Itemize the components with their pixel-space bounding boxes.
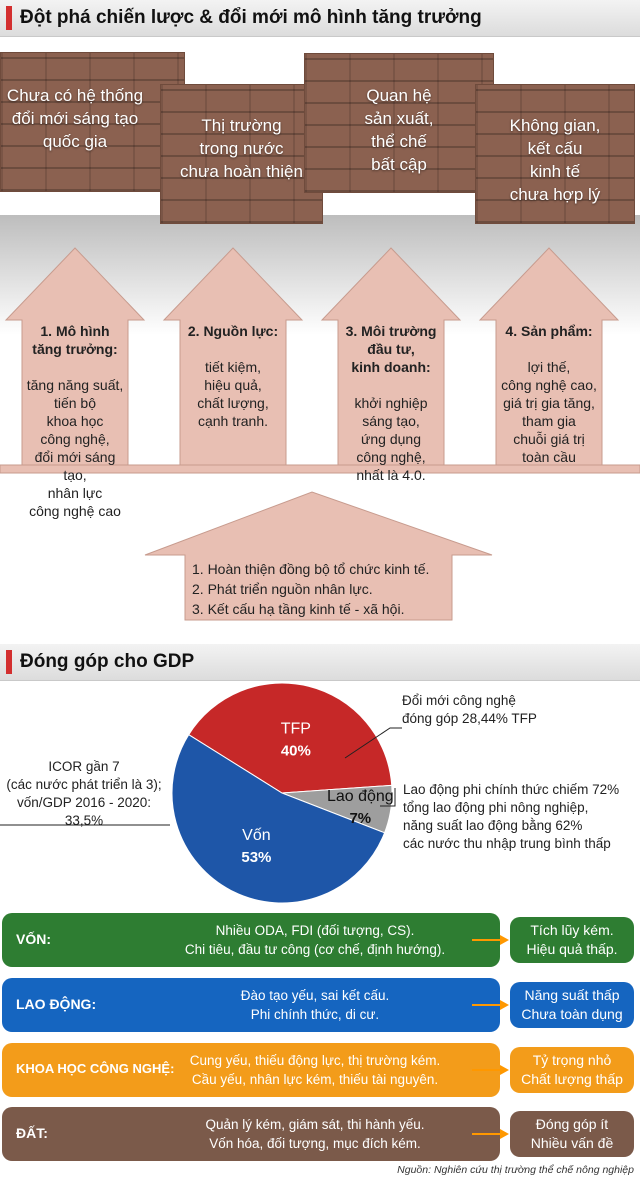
arrow-text-4: 4. Sản phẩm: lợi thế, công nghệ cao, giá… [496, 304, 602, 484]
pie-value-1: 7% [349, 810, 371, 827]
source-note: Nguồn: Nghiên cứu thị trường thể chế nôn… [397, 1164, 634, 1176]
arrow-1-body: tăng năng suất, tiến bộ khoa học công ng… [26, 377, 124, 519]
pie-value-0: 40% [281, 742, 311, 759]
brick-2-line-2: trong nước [199, 139, 284, 158]
factor-band [2, 913, 500, 967]
section-header-strategy: Đột phá chiến lược & đổi mới mô hình tăn… [0, 0, 640, 37]
brick-4-line-4: chưa hợp lý [509, 185, 601, 204]
factor-description: Nhiều ODA, FDI (đối tượng, CS). Chi tiêu… [184, 923, 446, 957]
brick-4-line-3: kinh tế [529, 162, 581, 181]
brick-1-line-1: Chưa có hệ thống [6, 86, 144, 105]
arrow-right-icon [500, 1065, 509, 1075]
gdp-pie-area: TFP 40% Lao động 7% Vốn 53% Đổi mới công nghệ… [0, 680, 640, 910]
arrow-4-title: 4. Sản phẩm: [505, 323, 593, 339]
pie-value-2: 53% [241, 849, 271, 866]
brick-wall-4 [475, 84, 635, 224]
brick-4-line-1: Không gian, [509, 116, 601, 135]
brick-wall-1 [0, 52, 185, 192]
factor-label: KHOA HỌC CÔNG NGHỆ: [16, 1061, 175, 1076]
brick-3-line-2: sản xuất, [364, 109, 434, 128]
arrow-3-body: khởi nghiệp sáng tạo, ứng dụng công nghệ… [354, 395, 428, 483]
factor-row-khcn: KHOA HỌC CÔNG NGHỆ: Cung yếu, thiếu động… [0, 1043, 640, 1099]
bottom-arrow-text: 1. Hoàn thiện đồng bộ tổ chức kinh tế. 2… [192, 559, 429, 619]
strategy-diagram: Chưa có hệ thống đổi mới sáng tạo quốc g… [0, 40, 640, 640]
factor-label: LAO ĐỘNG: [16, 996, 97, 1012]
arrow-right-icon [500, 1000, 509, 1010]
arrows-layer [0, 247, 640, 621]
pie-slice-vốn [171, 734, 386, 904]
section-header-gdp: Đóng góp cho GDP [0, 644, 640, 681]
brick-3-line-4: bất cập [371, 155, 427, 174]
pie-label-1: Lao động [327, 788, 394, 805]
arrow-shape-3 [320, 247, 462, 466]
arrow-2-body: tiết kiệm, hiệu quả, chất lượng, cạnh tr… [197, 359, 269, 429]
arrow-connector [472, 1133, 502, 1135]
arrow-shape-1 [4, 247, 146, 466]
pie-label-0: TFP [281, 720, 311, 737]
brick-3-line-3: thể chế [371, 132, 427, 151]
pie-slice-tfp [188, 682, 393, 794]
factor-band [2, 1107, 500, 1161]
brick-2-line-1: Thị trường [201, 116, 282, 135]
labor-note: Lao động phi chính thức chiếm 72% tổng l… [403, 782, 620, 851]
factor-row-von: VỐN: Nhiều ODA, FDI (đối tượng, CS). Chi… [0, 913, 640, 969]
brick-label-3: Quan hệ sản xuất, thể chế bất cập [324, 84, 474, 176]
arrow-right-icon [500, 1129, 509, 1139]
factor-band [2, 1043, 500, 1097]
factor-row-dat: ĐẤT: Quản lý kém, giám sát, thi hành yếu… [0, 1107, 640, 1163]
brick-2-line-3: chưa hoàn thiện [180, 162, 303, 181]
factor-result: Đóng góp ít Nhiều vấn đề [510, 1111, 634, 1157]
arrow-connector [472, 1069, 502, 1071]
arrow-shape-2 [162, 247, 304, 466]
arrow-connector [472, 939, 502, 941]
arrow-base-bar [0, 464, 640, 474]
arrow-right-icon [500, 935, 509, 945]
factor-description: Đào tạo yếu, sai kết cấu. Phi chính thức… [240, 988, 390, 1022]
brick-wall-3 [304, 53, 494, 193]
factor-label: VỐN: [16, 931, 51, 947]
brick-label-1: Chưa có hệ thống đổi mới sáng tạo quốc g… [0, 84, 150, 153]
arrow-2-title: 2. Nguồn lực: [187, 323, 279, 339]
bottom-item-2: 2. Phát triển nguồn nhân lực. [192, 581, 373, 597]
factor-result: Tích lũy kém. Hiệu quả thấp. [510, 917, 634, 963]
factor-row-lao-dong: LAO ĐỘNG: Đào tạo yếu, sai kết cấu. Phi … [0, 978, 640, 1034]
bottom-arrow-shape [144, 491, 493, 621]
factor-band [2, 978, 500, 1032]
arrow-connector [472, 1004, 502, 1006]
arrow-text-2: 2. Nguồn lực: tiết kiệm, hiệu quả, chất … [180, 304, 286, 448]
labor-leader-line [380, 788, 396, 807]
bottom-item-3: 3. Kết cấu hạ tầng kinh tế - xã hội. [192, 601, 405, 617]
brick-3-line-1: Quan hệ [366, 86, 432, 105]
tfp-leader-line [344, 727, 402, 759]
factor-description: Quản lý kém, giám sát, thi hành yếu. Vốn… [205, 1117, 425, 1151]
brick-label-4: Không gian, kết cấu kinh tế chưa hợp lý [475, 114, 635, 206]
arrow-4-body: lợi thế, công nghệ cao, giá trị gia tăng… [501, 359, 597, 465]
arrow-3-title: 3. Môi trường đầu tư, kinh doanh: [345, 323, 437, 375]
section-title: Đột phá chiến lược & đổi mới mô hình tăn… [20, 7, 482, 28]
icor-note: ICOR gần 7 (các nước phát triển là 3); v… [6, 759, 162, 828]
factor-label: ĐẤT: [16, 1125, 48, 1141]
factor-result: Năng suất thấp Chưa toàn dụng [510, 982, 634, 1028]
brick-1-line-3: quốc gia [42, 132, 108, 151]
factor-description: Cung yếu, thiếu động lực, thị trường kém… [189, 1053, 441, 1087]
section-title: Đóng góp cho GDP [20, 651, 195, 672]
arrow-1-title: 1. Mô hình tăng trưởng: [32, 323, 118, 357]
bottom-item-1: 1. Hoàn thiện đồng bộ tổ chức kinh tế. [192, 561, 430, 577]
header-accent-bar [6, 650, 12, 674]
arrow-text-1: 1. Mô hình tăng trưởng: tăng năng suất, … [22, 304, 128, 538]
factor-result: Tỷ trọng nhỏ Chất lượng thấp [510, 1047, 634, 1093]
arrow-shape-4 [478, 247, 620, 466]
arrow-text-3: 3. Môi trường đầu tư, kinh doanh: khởi n… [338, 304, 444, 502]
header-accent-bar [6, 6, 12, 30]
brick-label-2: Thị trường trong nước chưa hoàn thiện [160, 114, 323, 183]
pie-label-2: Vốn [242, 827, 270, 844]
brick-1-line-2: đổi mới sáng tạo [11, 109, 139, 128]
pie-chart: TFP 40% Lao động 7% Vốn 53% [0, 682, 402, 904]
brick-4-line-2: kết cấu [527, 139, 583, 158]
tfp-note: Đổi mới công nghệ đóng góp 28,44% TFP [402, 693, 537, 726]
brick-wall-2 [160, 84, 323, 224]
